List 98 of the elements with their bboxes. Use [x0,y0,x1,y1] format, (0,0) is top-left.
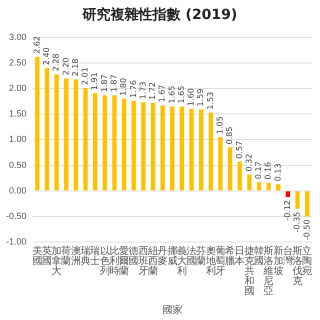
bar [189,109,194,190]
data-label: 0.17 [254,161,264,180]
x-tick-label: 美國 [32,244,42,267]
data-label: 0.32 [244,154,254,172]
y-tick-label: 2.00 [8,83,27,94]
data-label: 1.73 [138,82,148,100]
data-label: -0.50 [302,219,312,240]
x-tick-label: 加拿大 [52,244,62,277]
bar [112,95,117,190]
x-tick-label: 奧地利 [204,244,216,277]
data-label: 2.18 [70,58,80,76]
x-tick-label: 荷蘭 [61,244,72,267]
bar [218,137,223,190]
data-label: 0.16 [264,162,273,180]
data-label: 1.91 [90,72,100,90]
data-label: -0.35 [292,212,302,232]
bar [141,102,146,190]
bar [276,184,280,190]
data-label: 1.76 [128,80,138,98]
data-label: 1.65 [176,86,186,104]
chart-title: 研究複雜性指數 (2019) [81,6,238,24]
data-label: 1.87 [100,74,109,92]
data-label: 1.59 [196,88,206,107]
data-label: 1.60 [186,88,196,106]
y-tick-label: 0.00 [8,185,27,196]
x-tick-label: 德國 [128,246,139,267]
data-label: 1.05 [216,116,225,134]
x-tick-label: 挪威 [167,244,178,267]
x-tick-label: 澳洲 [70,244,81,267]
bar [238,162,242,190]
x-tick-label: 英國 [42,244,52,267]
y-tick-label: 1.00 [8,134,27,144]
data-label: 0.13 [273,163,282,182]
data-label: -0.12 [282,200,292,221]
y-tick-label: 3.00 [8,32,27,42]
data-label: 1.53 [206,92,215,110]
bar [54,74,59,190]
data-label: 1.80 [119,78,128,96]
bar [228,147,232,190]
x-axis-title: 國家 [162,304,182,316]
bar [102,95,107,190]
x-tick-label: 台灣 [282,244,293,267]
x-tick-label: 丹麥 [158,246,168,267]
bar [35,56,40,190]
y-tick-label: -0.50 [6,210,27,221]
x-tick-label: 新加坡 [272,244,284,277]
bar [266,182,271,190]
data-label: 1.87 [110,74,119,92]
x-tick-label: 芬蘭 [196,244,206,267]
x-tick-label: 法國 [186,244,197,267]
bar [74,79,78,190]
bar [180,106,184,190]
bar [295,191,300,209]
x-tick-label: 韓國 [254,244,264,267]
data-label: 2.28 [52,53,61,72]
x-tick-label: 比利時 [109,244,120,277]
x-tick-label: 葡萄牙 [215,244,226,277]
x-tick-label: 瑞士 [90,244,100,267]
x-tick-label: 愛爾蘭 [119,244,130,277]
x-tick-label: 立陶宛 [302,244,312,277]
x-tick-label: 義大利 [176,244,187,277]
data-label: 1.72 [148,82,158,100]
data-label: 1.67 [158,84,167,102]
x-tick-label: 紐西蘭 [146,246,158,277]
bar [199,110,204,190]
data-label: 2.01 [80,67,90,86]
data-label: 0.85 [225,126,234,144]
bar [208,112,213,190]
x-tick-label: 日本 [234,246,245,267]
bar [150,102,156,190]
data-label: 2.20 [61,58,70,76]
bar [83,88,88,190]
bar [247,174,252,190]
data-label: 0.57 [234,140,244,159]
x-tick-label: 西班牙 [138,246,148,277]
data-label: 2.40 [42,47,52,66]
x-tick-label: 斯洛維尼亞 [262,244,274,297]
bar [170,106,174,190]
bar [44,68,50,190]
bar [92,93,98,190]
bar [64,78,68,190]
x-tick-label: 瑞典 [80,244,91,267]
x-tick-label: 捷克共和國 [244,244,254,297]
bar [122,98,126,190]
x-tick-label: 以色列 [100,244,110,277]
y-tick-label: -1.00 [6,236,27,246]
bar [160,105,165,190]
bar [305,191,310,216]
y-tick-label: 1.50 [8,108,27,119]
data-label: 2.62 [32,36,42,54]
bar [286,191,290,197]
y-tick-label: 2.50 [8,57,27,68]
x-tick-label: 希臘 [225,244,236,267]
bar [256,182,262,190]
y-tick-label: 0.50 [8,160,27,170]
x-tick-label: 斯洛伐克 [292,244,303,287]
bar [132,100,136,190]
data-label: 1.65 [167,86,176,104]
